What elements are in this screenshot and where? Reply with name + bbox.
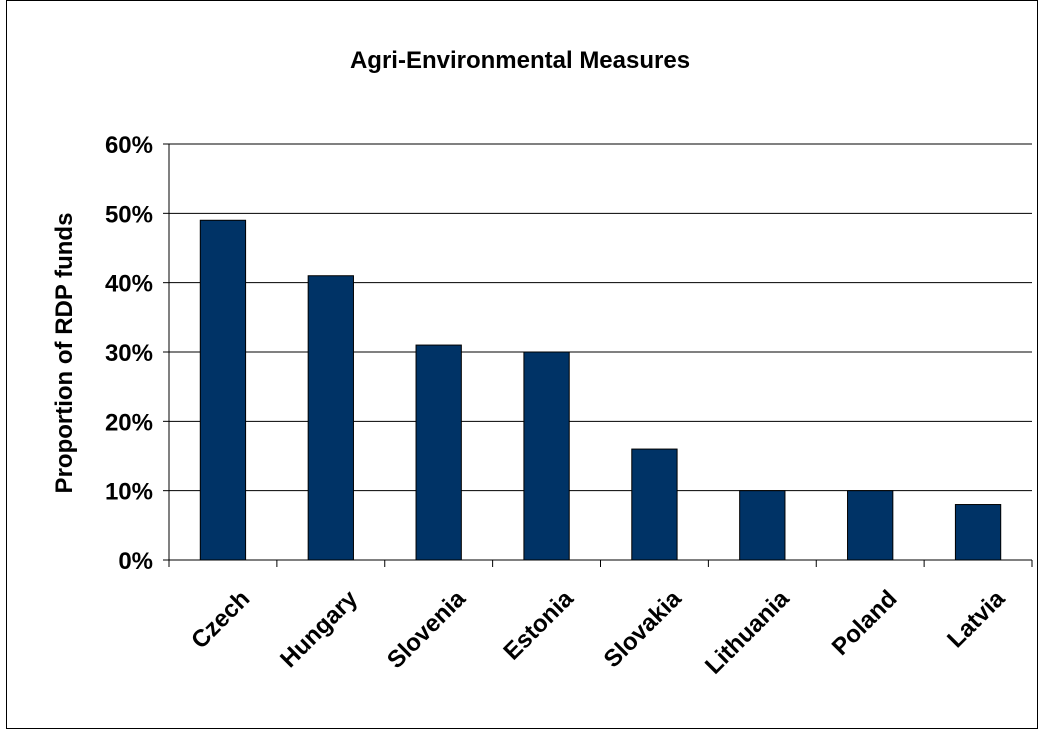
chart-frame: [6, 0, 1038, 729]
axes: [163, 143, 1033, 567]
y-tick-label: 0%: [118, 548, 153, 575]
x-tick-label: Estonia: [498, 585, 579, 666]
y-tick-label: 60%: [105, 132, 153, 159]
bar-slovakia: [631, 448, 678, 561]
bar-poland: [847, 490, 894, 561]
bar-lithuania: [739, 490, 786, 561]
x-tick-label: Poland: [827, 585, 903, 661]
x-tick-labels: Czech Hungary Slovenia Estonia Slovakia Lithu…: [186, 585, 1011, 680]
x-tick-label: Czech: [186, 585, 255, 654]
y-tick-label: 50%: [105, 201, 153, 228]
x-tick-label: Slovakia: [599, 585, 687, 673]
x-tick-label: Latvia: [942, 585, 1011, 654]
x-tick-label: Hungary: [275, 585, 363, 673]
bar-hungary: [307, 275, 354, 561]
x-tick-label: Lithuania: [700, 585, 795, 680]
y-tick-labels: 0% 10% 20% 30% 40% 50% 60%: [105, 132, 153, 575]
bars: [199, 219, 1002, 561]
gridlines: [169, 143, 1032, 492]
bar-estonia: [523, 351, 570, 561]
y-tick-label: 10%: [105, 479, 153, 506]
bar-slovenia: [415, 344, 462, 561]
y-tick-label: 30%: [105, 340, 153, 367]
x-tick-label: Slovenia: [382, 585, 471, 674]
y-axis-label: Proportion of RDP funds: [51, 213, 78, 494]
chart-title: Agri-Environmental Measures: [350, 47, 690, 74]
bar-latvia: [954, 504, 1002, 561]
bar-czech: [199, 219, 247, 561]
y-tick-label: 20%: [105, 409, 153, 436]
y-tick-label: 40%: [105, 271, 153, 298]
